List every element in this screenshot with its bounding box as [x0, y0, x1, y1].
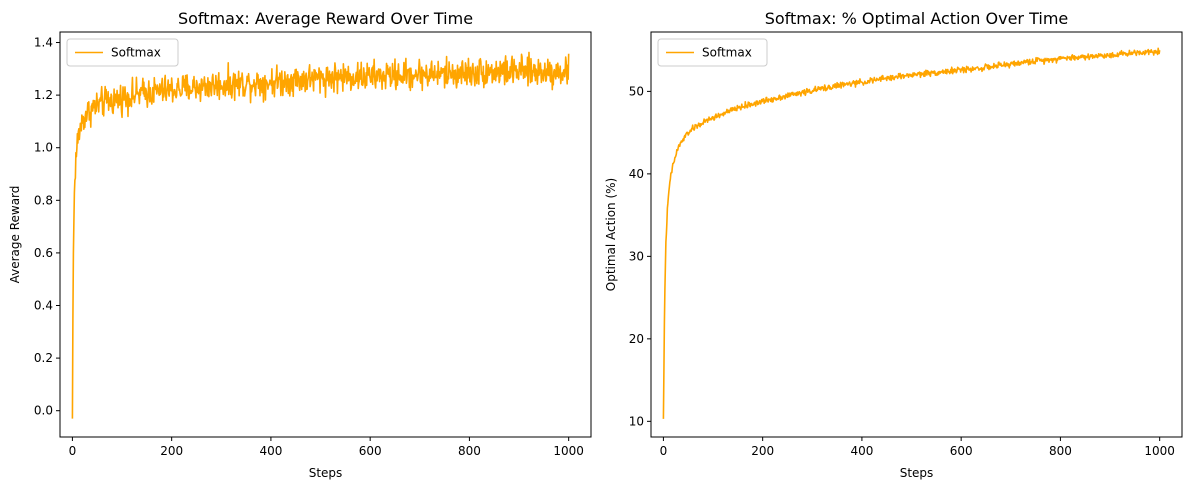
y-tick-label: 50 — [629, 84, 644, 98]
x-tick-label: 0 — [69, 444, 77, 458]
y-axis-label: Optimal Action (%) — [604, 178, 618, 291]
plot-frame — [59, 31, 592, 438]
x-tick-label: 600 — [359, 444, 382, 458]
y-tick-label: 0.0 — [34, 404, 53, 418]
legend-box — [66, 38, 179, 67]
x-tick-label: 200 — [751, 444, 774, 458]
y-tick-label: 10 — [629, 414, 644, 428]
chart-title: Softmax: Average Reward Over Time — [178, 9, 473, 28]
x-tick-label: 400 — [850, 444, 873, 458]
y-axis-label: Average Reward — [8, 186, 22, 284]
chart-average-reward: Softmax: Average Reward Over Time 0 200 40… — [8, 9, 592, 480]
y-tick-label: 0.2 — [34, 351, 53, 365]
x-tick-label: 200 — [160, 444, 183, 458]
series-layer — [71, 51, 570, 419]
y-tick-label: 1.2 — [34, 88, 53, 102]
x-tick-label: 600 — [950, 444, 973, 458]
y-tick-label: 0.4 — [34, 299, 53, 313]
legend-box — [657, 38, 768, 67]
y-tick-label: 20 — [629, 332, 644, 346]
x-axis-ticks: 0 200 400 600 800 1000 — [69, 437, 584, 458]
legend-label-softmax: Softmax — [111, 46, 161, 60]
plot-frame — [650, 31, 1183, 438]
x-axis-label: Steps — [900, 466, 934, 480]
legend: Softmax — [66, 38, 179, 67]
x-tick-label: 800 — [458, 444, 481, 458]
x-tick-label: 0 — [660, 444, 668, 458]
x-tick-label: 1000 — [1144, 444, 1175, 458]
x-axis-label: Steps — [309, 466, 343, 480]
y-axis-ticks: 10 20 30 40 50 — [629, 84, 651, 428]
x-axis-ticks: 0 200 400 600 800 1000 — [660, 437, 1175, 458]
y-axis-ticks: 0.0 0.2 0.4 0.6 0.8 1.0 1.2 1.4 — [34, 36, 60, 418]
x-tick-label: 800 — [1049, 444, 1072, 458]
y-tick-label: 0.6 — [34, 246, 53, 260]
legend: Softmax — [657, 38, 768, 67]
x-tick-label: 400 — [259, 444, 282, 458]
chart-title: Softmax: % Optimal Action Over Time — [765, 9, 1069, 28]
y-tick-label: 30 — [629, 249, 644, 263]
y-tick-label: 40 — [629, 167, 644, 181]
x-tick-label: 1000 — [553, 444, 584, 458]
y-tick-label: 1.0 — [34, 141, 53, 155]
series-line-softmax — [71, 51, 570, 419]
y-tick-label: 1.4 — [34, 36, 53, 50]
series-line-softmax — [662, 47, 1161, 419]
chart-optimal-action: Softmax: % Optimal Action Over Time 0 200… — [604, 9, 1183, 480]
y-tick-label: 0.8 — [34, 193, 53, 207]
legend-label-softmax: Softmax — [702, 46, 752, 60]
series-layer — [662, 47, 1161, 419]
